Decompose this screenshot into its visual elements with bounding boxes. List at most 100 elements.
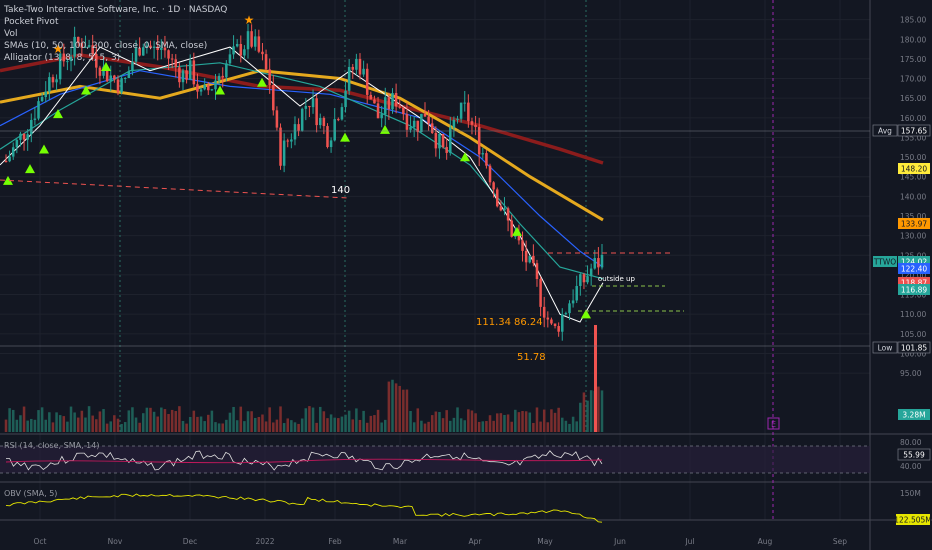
axis-tag-box xyxy=(898,256,930,267)
volume-bar xyxy=(355,408,358,432)
axis-tag-label: TTWO xyxy=(873,258,896,267)
volume-bar xyxy=(167,414,170,432)
candle-body xyxy=(131,61,134,72)
volume-bar xyxy=(528,412,532,432)
pocket-pivot-marker xyxy=(257,77,267,87)
volume-bar xyxy=(26,420,29,432)
volume-bar xyxy=(420,420,423,432)
volume-bar xyxy=(145,407,149,432)
candle-body xyxy=(253,36,257,47)
candle-body xyxy=(579,274,582,286)
y-tick-label: 150.00 xyxy=(900,153,926,162)
volume-bar xyxy=(156,416,159,432)
volume-bar xyxy=(564,420,568,432)
volume-bar xyxy=(264,421,268,432)
candle-body xyxy=(239,43,243,56)
volume-bar xyxy=(55,412,58,432)
candle-body xyxy=(456,118,459,120)
volume-bar xyxy=(73,412,76,432)
rsi-tick: 80.00 xyxy=(900,438,922,447)
x-tick-label: Mar xyxy=(393,537,408,546)
candle-body xyxy=(232,46,235,55)
y-tick-label: 140.00 xyxy=(900,192,926,201)
candle-body xyxy=(568,303,571,314)
annotation-140: 140 xyxy=(331,185,350,196)
candle-body xyxy=(123,77,127,79)
candle-body xyxy=(434,132,438,149)
x-tick-label: Jul xyxy=(684,537,694,546)
volume-bar xyxy=(109,421,113,432)
volume-bar xyxy=(470,410,474,432)
candle-body xyxy=(167,50,170,59)
volume-bar xyxy=(275,419,279,432)
candle-body xyxy=(351,66,355,70)
candle-body xyxy=(73,36,76,57)
volume-bar xyxy=(116,418,120,432)
axis-tag-value: 157.65 xyxy=(901,127,927,136)
candle-body xyxy=(528,255,532,263)
candle-body xyxy=(546,317,550,320)
pocket-pivot-marker xyxy=(25,164,35,174)
star-marker: ★ xyxy=(244,13,255,27)
volume-bar xyxy=(423,423,427,432)
obv-pane xyxy=(5,493,603,523)
candle-body xyxy=(369,94,373,100)
axis-tag-box xyxy=(897,341,931,354)
candle-body xyxy=(412,120,416,128)
obv-label[interactable]: OBV (SMA, 5) xyxy=(4,489,58,498)
candle-body xyxy=(499,206,503,211)
candle-body xyxy=(37,101,40,119)
earnings-box xyxy=(767,417,780,430)
candle-body xyxy=(80,42,84,48)
volume-bar xyxy=(532,422,535,432)
annotations: 140 111.34 86.24 51.78 outside up E xyxy=(331,185,780,430)
candle-body xyxy=(275,110,279,128)
y-tick-label: 115.00 xyxy=(900,291,926,300)
legend-line-alligator[interactable]: Alligator (13, 8, 8, 5, 5, 3) xyxy=(4,53,121,63)
volume-bar xyxy=(152,411,156,432)
volume-bar xyxy=(149,407,152,432)
volume-bar xyxy=(344,414,347,432)
volume-bar xyxy=(181,420,185,432)
rsi-label[interactable]: RSI (14, close, SMA, 14) xyxy=(4,441,100,450)
volume-bar xyxy=(521,411,524,432)
candle-body xyxy=(279,127,282,166)
volume-bar xyxy=(575,421,578,432)
candle-body xyxy=(387,97,391,110)
candle-body xyxy=(445,147,448,153)
candle-body xyxy=(214,80,217,90)
candle-body xyxy=(510,220,513,237)
volume-bar xyxy=(192,410,196,432)
pocket-pivot-marker xyxy=(39,144,49,154)
volume-bar xyxy=(102,409,105,432)
candle-body xyxy=(69,56,73,62)
y-tick-label: 130.00 xyxy=(900,232,926,241)
volume-bar xyxy=(376,409,380,432)
volume-bar xyxy=(84,417,87,432)
volume-bar xyxy=(250,411,253,432)
rsi-value-box xyxy=(897,448,931,461)
volume-bar xyxy=(449,420,452,432)
candle-body xyxy=(26,134,29,140)
annotation-111: 111.34 xyxy=(476,317,511,328)
candle-body xyxy=(438,134,441,149)
axis-tag-box xyxy=(898,263,930,274)
sma50-line xyxy=(0,62,604,280)
candle-body xyxy=(470,121,474,125)
candle-body xyxy=(311,98,315,108)
volume-bar xyxy=(474,413,477,432)
candle-body xyxy=(477,127,481,155)
volume-bar xyxy=(141,413,145,432)
legend-line-pocket-pivot[interactable]: Pocket Pivot xyxy=(4,17,59,27)
volume-bar xyxy=(463,420,467,432)
candle-body xyxy=(116,79,120,93)
legend-line-smas[interactable]: SMAs (10, 50, 100, 200, close, 0, SMA, c… xyxy=(4,41,208,51)
pocket-pivot-marker xyxy=(340,132,350,142)
candle-body xyxy=(300,108,304,131)
volume-bar xyxy=(232,406,235,432)
candle-body xyxy=(586,276,589,283)
y-tick-label: 110.00 xyxy=(900,310,926,319)
legend-line-vol[interactable]: Vol xyxy=(4,29,18,39)
